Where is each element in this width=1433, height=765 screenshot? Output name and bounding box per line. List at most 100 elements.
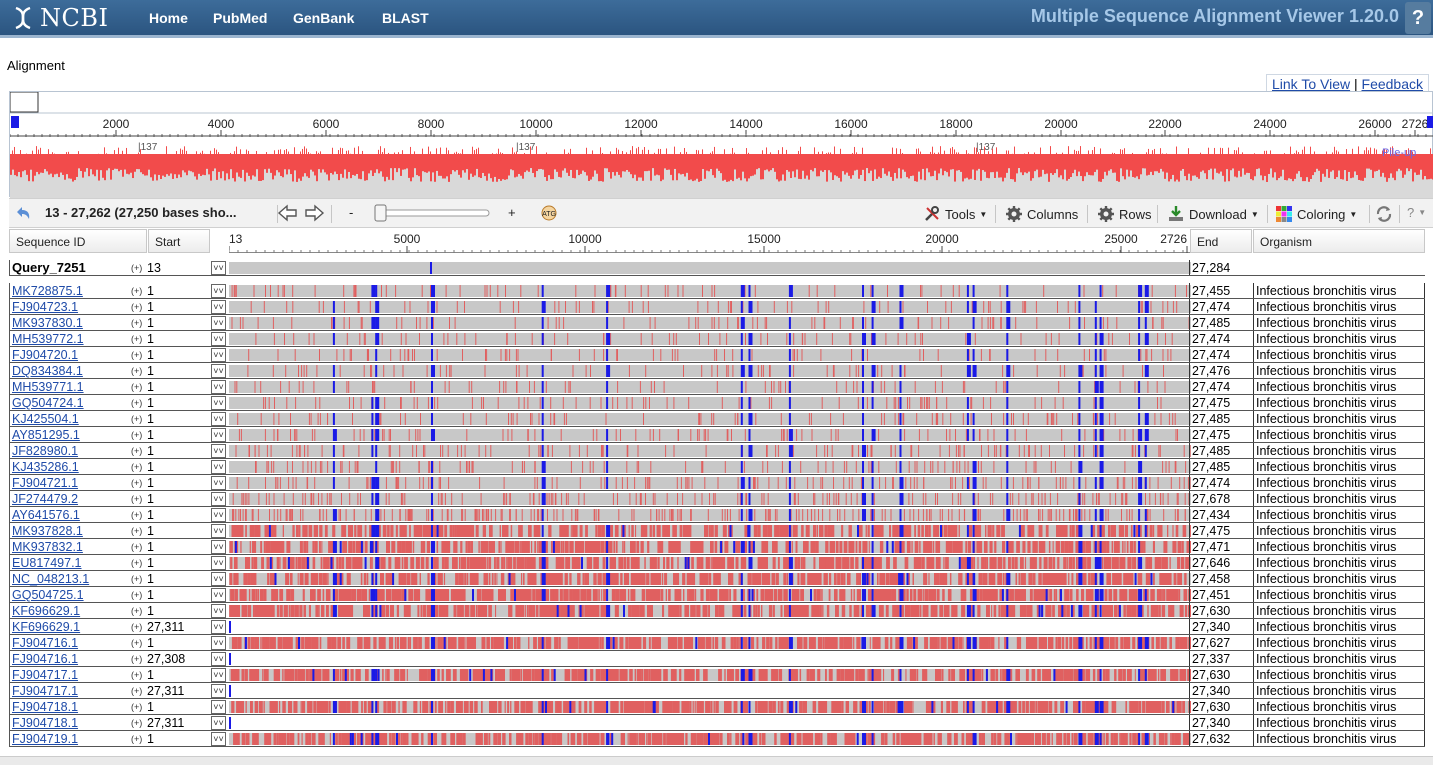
sequence-id-link[interactable]: MK937830.1 (9, 315, 131, 331)
feedback-link[interactable]: Feedback (1361, 76, 1423, 92)
alignment-track[interactable] (229, 283, 1191, 299)
help-menu[interactable]: ? ▼ (1407, 205, 1426, 220)
pano-start-handle[interactable] (11, 116, 19, 128)
zoom-out-button[interactable]: - (349, 205, 354, 220)
nav-home[interactable]: Home (149, 10, 188, 26)
table-row[interactable]: MK728875.1 (+) 1 ˅˅ 27,455 Infectious bronchi… (9, 283, 1425, 299)
pan-right-button[interactable] (303, 203, 329, 223)
table-row[interactable]: MK937828.1 (+) 1 ˅˅ 27,475 Infectious bronchi… (9, 523, 1425, 539)
col-header-end[interactable]: End (1190, 229, 1252, 253)
table-row[interactable]: JF274479.2 (+) 1 ˅˅ 27,678 Infectious bronchi… (9, 491, 1425, 507)
sequence-id-link[interactable]: MH539772.1 (9, 331, 131, 347)
expand-row-icon[interactable]: ˅˅ (211, 460, 226, 474)
zoom-slider[interactable] (373, 204, 495, 222)
alignment-track[interactable] (229, 299, 1191, 315)
alignment-track[interactable] (229, 459, 1191, 475)
alignment-track[interactable] (229, 363, 1191, 379)
expand-row-icon[interactable]: ˅˅ (211, 492, 226, 506)
sequence-id-link[interactable]: EU817497.1 (9, 555, 131, 571)
table-row[interactable]: EU817497.1 (+) 1 ˅˅ 27,646 Infectious bronchi… (9, 555, 1425, 571)
sequence-id-link[interactable]: JF828980.1 (9, 443, 131, 459)
table-row[interactable]: MK937832.1 (+) 1 ˅˅ 27,471 Infectious bronchi… (9, 539, 1425, 555)
expand-row-icon[interactable]: ˅˅ (211, 556, 226, 570)
expand-row-icon[interactable]: ˅˅ (211, 524, 226, 538)
expand-row-icon[interactable]: ˅˅ (211, 380, 226, 394)
table-row[interactable]: NC_048213.1 (+) 1 ˅˅ 27,458 Infectious bronch… (9, 571, 1425, 587)
coloring-menu[interactable]: Coloring ▼ (1275, 205, 1357, 223)
panorama-graphic[interactable]: 1200040006000800010000120001400016000180… (10, 92, 1433, 198)
back-button[interactable] (13, 204, 37, 222)
nav-genbank[interactable]: GenBank (293, 10, 355, 26)
sequence-id-link[interactable]: GQ504724.1 (9, 395, 131, 411)
alignment-track[interactable] (229, 331, 1191, 347)
sequence-id-link[interactable]: FJ904723.1 (9, 299, 131, 315)
expand-row-icon[interactable]: ˅˅ (211, 572, 226, 586)
pan-left-button[interactable] (277, 203, 303, 223)
sequence-id-link[interactable]: AY851295.1 (9, 427, 131, 443)
expand-row-icon[interactable]: ˅˅ (211, 348, 226, 362)
alignment-track[interactable] (229, 315, 1191, 331)
expand-row-icon[interactable]: ˅˅ (211, 332, 226, 346)
alignment-track[interactable] (229, 507, 1191, 523)
table-row[interactable]: FJ904721.1 (+) 1 ˅˅ 27,474 Infectious bronchi… (9, 475, 1425, 491)
download-menu[interactable]: Download ▼ (1167, 205, 1259, 223)
alignment-track[interactable] (229, 491, 1191, 507)
alignment-track[interactable] (229, 475, 1191, 491)
nav-pubmed[interactable]: PubMed (213, 10, 268, 26)
table-row[interactable]: GQ504724.1 (+) 1 ˅˅ 27,475 Infectious bronchi… (9, 395, 1425, 411)
expand-row-icon[interactable]: ˅˅ (211, 428, 226, 442)
table-row[interactable]: AY641576.1 (+) 1 ˅˅ 27,434 Infectious bronchi… (9, 507, 1425, 523)
sequence-id-link[interactable]: AY641576.1 (9, 507, 131, 523)
table-row[interactable]: MH539771.1 (+) 1 ˅˅ 27,474 Infectious bronchi… (9, 379, 1425, 395)
link-to-view-link[interactable]: Link To View (1272, 76, 1351, 92)
columns-button[interactable]: Columns (1005, 205, 1078, 223)
expand-row-icon[interactable]: ˅˅ (211, 412, 226, 426)
nav-blast[interactable]: BLAST (382, 10, 429, 26)
table-row[interactable]: AY851295.1 (+) 1 ˅˅ 27,475 Infectious bronchi… (9, 427, 1425, 443)
alignment-track[interactable] (229, 411, 1191, 427)
alignment-track[interactable] (229, 260, 1191, 276)
col-header-start[interactable]: Start (148, 229, 210, 253)
sequence-view-button[interactable]: ATG (539, 204, 563, 222)
alignment-track[interactable] (229, 539, 1191, 555)
expand-row-icon[interactable]: ˅˅ (211, 364, 226, 378)
tools-menu[interactable]: Tools ▼ (923, 205, 987, 223)
alignment-track[interactable] (229, 379, 1191, 395)
table-row[interactable]: FJ904723.1 (+) 1 ˅˅ 27,474 Infectious bronchi… (9, 299, 1425, 315)
col-header-organism[interactable]: Organism (1253, 229, 1425, 253)
table-row[interactable]: MK937830.1 (+) 1 ˅˅ 27,485 Infectious bronchi… (9, 315, 1425, 331)
query-row[interactable]: Query_7251 (+) 13 ˅˅ 27,284 (9, 260, 1425, 276)
alignment-track[interactable] (229, 443, 1191, 459)
ncbi-logo[interactable]: NCBI (10, 4, 108, 32)
sequence-id-link[interactable]: JF274479.2 (9, 491, 131, 507)
expand-row-icon[interactable]: ˅˅ (211, 261, 226, 275)
alignment-track[interactable] (229, 571, 1191, 587)
sequence-id-link[interactable]: FJ904721.1 (9, 475, 131, 491)
expand-row-icon[interactable]: ˅˅ (211, 476, 226, 490)
expand-row-icon[interactable]: ˅˅ (211, 300, 226, 314)
view-window[interactable] (10, 92, 39, 113)
alignment-track[interactable] (229, 347, 1191, 363)
zoom-in-button[interactable]: + (508, 205, 516, 220)
expand-row-icon[interactable]: ˅˅ (211, 396, 226, 410)
expand-row-icon[interactable]: ˅˅ (211, 284, 226, 298)
col-header-sequence-id[interactable]: Sequence ID (9, 229, 147, 253)
sequence-id-link[interactable]: KJ425504.1 (9, 411, 131, 427)
sequence-id-link[interactable]: DQ834384.1 (9, 363, 131, 379)
table-row[interactable]: JF828980.1 (+) 1 ˅˅ 27,485 Infectious bronchi… (9, 443, 1425, 459)
alignment-track[interactable] (229, 555, 1191, 571)
alignment-track[interactable] (229, 523, 1191, 539)
table-row[interactable]: DQ834384.1 (+) 1 ˅˅ 27,476 Infectious bronchi… (9, 363, 1425, 379)
table-row[interactable]: FJ904720.1 (+) 1 ˅˅ 27,474 Infectious bronchi… (9, 347, 1425, 363)
rows-button[interactable]: Rows (1097, 205, 1152, 223)
pano-end-handle[interactable] (1427, 116, 1433, 128)
sequence-id-link[interactable]: NC_048213.1 (9, 571, 131, 587)
alignment-track[interactable] (229, 427, 1191, 443)
sequence-id-link[interactable]: MK937832.1 (9, 539, 131, 555)
table-row[interactable]: MH539772.1 (+) 1 ˅˅ 27,474 Infectious bronchi… (9, 331, 1425, 347)
expand-row-icon[interactable]: ˅˅ (211, 508, 226, 522)
expand-row-icon[interactable]: ˅˅ (211, 316, 226, 330)
expand-row-icon[interactable]: ˅˅ (211, 444, 226, 458)
expand-row-icon[interactable]: ˅˅ (211, 540, 226, 554)
sequence-id-link[interactable]: MH539771.1 (9, 379, 131, 395)
